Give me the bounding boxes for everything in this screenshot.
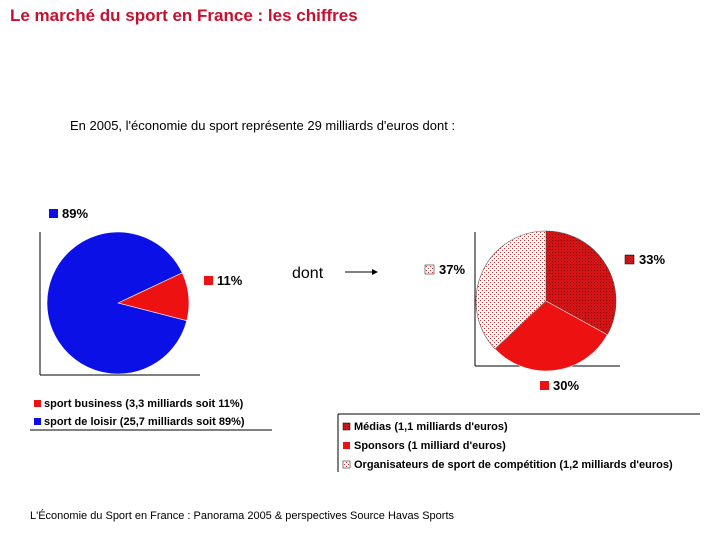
legend1-swatch-business: [34, 400, 41, 407]
pie2-slice-1: [545, 230, 617, 336]
legend1-item-business: sport business (3,3 milliards soit 11%): [44, 398, 244, 410]
pie1-label-swatch-blue: [49, 209, 58, 218]
pie2-slice-3: [475, 230, 547, 350]
pie2-label-33: 33%: [639, 252, 665, 267]
pie1-label-11: 11%: [217, 273, 243, 288]
legend1-swatch-loisir: [34, 418, 41, 425]
pie2-label-swatch-medias: [624, 254, 635, 265]
source-caption: L'Économie du Sport en France : Panorama…: [30, 510, 454, 522]
connector-arrow-head: [372, 269, 378, 275]
legend2-swatch-medias: [342, 422, 351, 431]
pie1-slice-2: [46, 231, 188, 375]
connector-word: dont: [292, 265, 324, 282]
pie2-label-swatch-organisateurs: [424, 264, 435, 275]
legend2-item-medias: Médias (1,1 milliards d'euros): [354, 421, 508, 433]
legend2-swatch-organisateurs: [342, 460, 351, 469]
legend1-item-loisir: sport de loisir (25,7 milliards soit 89%…: [44, 416, 245, 428]
pie2-label-swatch-sponsors: [540, 381, 549, 390]
pie1-label-swatch-red: [204, 276, 213, 285]
chart2-legend: Médias (1,1 milliards d'euros) Sponsors …: [337, 413, 700, 472]
pie1-label-89: 89%: [62, 206, 88, 221]
pie2-label-30: 30%: [553, 378, 579, 393]
pie2-slice-2: [494, 300, 608, 372]
legend2-swatch-sponsors: [343, 442, 350, 449]
slide-subtitle: En 2005, l'économie du sport représente …: [70, 118, 456, 133]
legend2-item-organisateurs: Organisateurs de sport de compétition (1…: [354, 459, 673, 471]
pie2-label-37: 37%: [439, 262, 465, 277]
chart1-legend: sport business (3,3 milliards soit 11%) …: [30, 398, 272, 431]
legend2-item-sponsors: Sponsors (1 milliard d'euros): [354, 440, 506, 452]
slide-title: Le marché du sport en France : les chiff…: [10, 6, 358, 25]
